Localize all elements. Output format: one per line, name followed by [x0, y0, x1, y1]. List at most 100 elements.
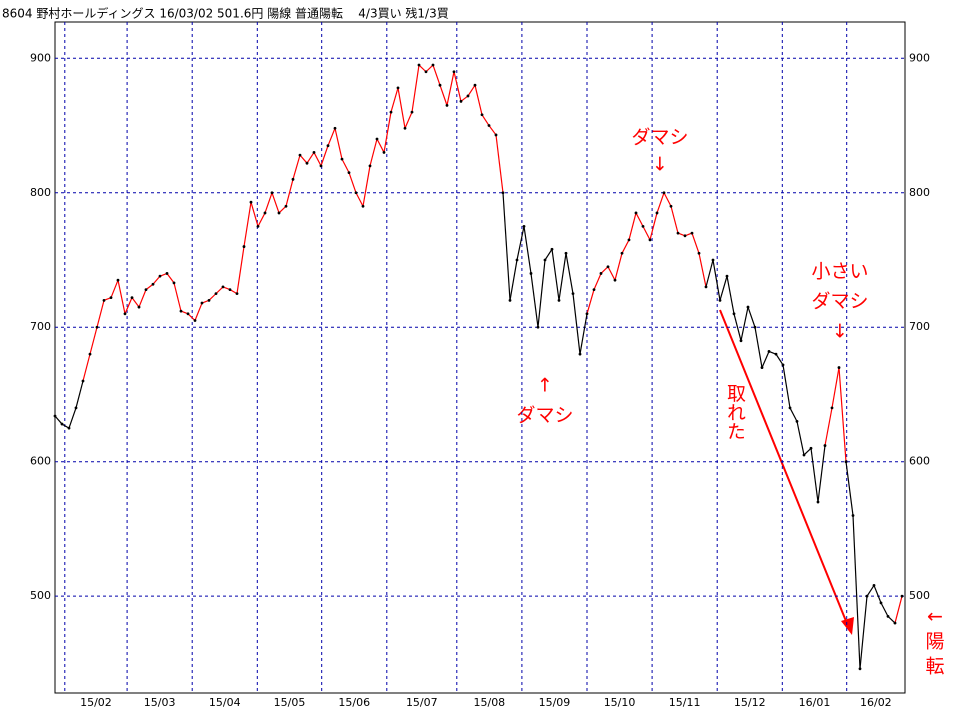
- point: [662, 191, 666, 195]
- line-segment: [817, 445, 826, 503]
- line-segment: [390, 87, 399, 113]
- line-segment: [509, 259, 518, 301]
- point: [193, 319, 197, 322]
- point: [438, 83, 442, 87]
- point: [816, 500, 820, 504]
- line-segment: [173, 282, 182, 312]
- x-tick-label: 15/08: [473, 696, 505, 709]
- line-segment: [138, 289, 147, 308]
- line-segment: [614, 253, 623, 281]
- line-segment: [257, 212, 266, 227]
- point: [186, 312, 190, 316]
- y-tick-label: 700: [30, 320, 51, 333]
- point: [81, 379, 85, 383]
- point: [494, 133, 498, 137]
- line-segment: [306, 152, 315, 164]
- point: [417, 63, 421, 67]
- x-tick-label: 15/07: [406, 696, 438, 709]
- line-segment: [565, 253, 574, 294]
- line-segment: [243, 202, 252, 247]
- point: [172, 281, 176, 285]
- point: [515, 258, 519, 262]
- line-segment: [362, 165, 371, 207]
- line-segment: [663, 192, 672, 207]
- line-segment: [460, 95, 469, 102]
- point: [375, 137, 379, 141]
- line-segment: [810, 448, 819, 503]
- line-segment: [299, 154, 308, 164]
- line-segment: [453, 71, 462, 102]
- point: [844, 460, 848, 464]
- point: [725, 274, 729, 278]
- point: [60, 422, 64, 426]
- line-segment: [166, 273, 175, 284]
- line-segment: [796, 421, 805, 456]
- line-segment: [502, 192, 511, 301]
- point: [403, 126, 407, 130]
- point: [578, 352, 582, 356]
- point: [221, 285, 225, 289]
- point: [368, 164, 372, 168]
- point: [795, 419, 799, 423]
- point: [396, 86, 400, 90]
- point: [361, 204, 365, 208]
- annotation: ↓: [832, 321, 848, 343]
- line-segment: [838, 367, 847, 462]
- line-segment: [558, 253, 567, 301]
- line-segment: [432, 64, 441, 86]
- line-segment: [544, 248, 553, 261]
- line-segment: [803, 447, 812, 456]
- point: [858, 667, 862, 671]
- line-segment: [516, 226, 525, 261]
- y-tick-label: 600: [30, 455, 51, 468]
- line-segment: [551, 249, 560, 301]
- point: [648, 238, 652, 242]
- y-tick-label: 900: [30, 51, 51, 64]
- line-segment: [376, 138, 385, 153]
- point: [235, 292, 239, 296]
- point: [564, 251, 568, 255]
- line-segment: [495, 134, 504, 193]
- line-segment: [740, 306, 749, 341]
- line-segment: [124, 297, 133, 315]
- line-segment: [341, 158, 350, 173]
- x-tick-label: 15/09: [539, 696, 571, 709]
- line-segment: [96, 300, 105, 328]
- point: [340, 157, 344, 161]
- annotation: ←: [927, 606, 943, 628]
- line-segment: [278, 205, 287, 214]
- line-segment: [670, 206, 679, 234]
- point: [284, 204, 288, 208]
- line-segment: [873, 585, 882, 604]
- line-segment: [320, 145, 329, 167]
- line-segment: [866, 585, 875, 597]
- line-segment: [425, 64, 434, 73]
- point: [865, 594, 869, 598]
- point: [732, 312, 736, 316]
- line-segment: [439, 85, 448, 106]
- point: [781, 363, 785, 367]
- line-segment: [607, 266, 616, 281]
- point: [291, 177, 295, 181]
- point: [543, 258, 547, 262]
- point: [305, 161, 309, 165]
- annotation: 陽: [925, 631, 944, 653]
- arrow-line: [719, 309, 849, 627]
- point: [746, 305, 750, 309]
- point: [312, 151, 316, 154]
- y2-tick-label: 600: [909, 455, 930, 468]
- point: [431, 63, 435, 67]
- line-segment: [530, 273, 539, 328]
- line-segment: [285, 179, 294, 207]
- line-segment: [369, 138, 378, 167]
- line-segment: [250, 202, 259, 227]
- line-segment: [705, 259, 714, 288]
- annotation: ↓: [652, 154, 668, 176]
- annotation: 小さい: [811, 261, 868, 283]
- point: [767, 350, 771, 353]
- point: [802, 453, 806, 457]
- point: [123, 312, 127, 316]
- point: [207, 298, 211, 302]
- point: [298, 153, 302, 157]
